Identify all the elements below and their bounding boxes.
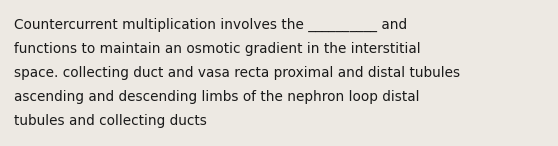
Text: ascending and descending limbs of the nephron loop distal: ascending and descending limbs of the ne… — [14, 90, 420, 104]
Text: tubules and collecting ducts: tubules and collecting ducts — [14, 114, 207, 128]
Text: functions to maintain an osmotic gradient in the interstitial: functions to maintain an osmotic gradien… — [14, 42, 421, 56]
Text: space. collecting duct and vasa recta proximal and distal tubules: space. collecting duct and vasa recta pr… — [14, 66, 460, 80]
Text: Countercurrent multiplication involves the __________ and: Countercurrent multiplication involves t… — [14, 18, 407, 32]
